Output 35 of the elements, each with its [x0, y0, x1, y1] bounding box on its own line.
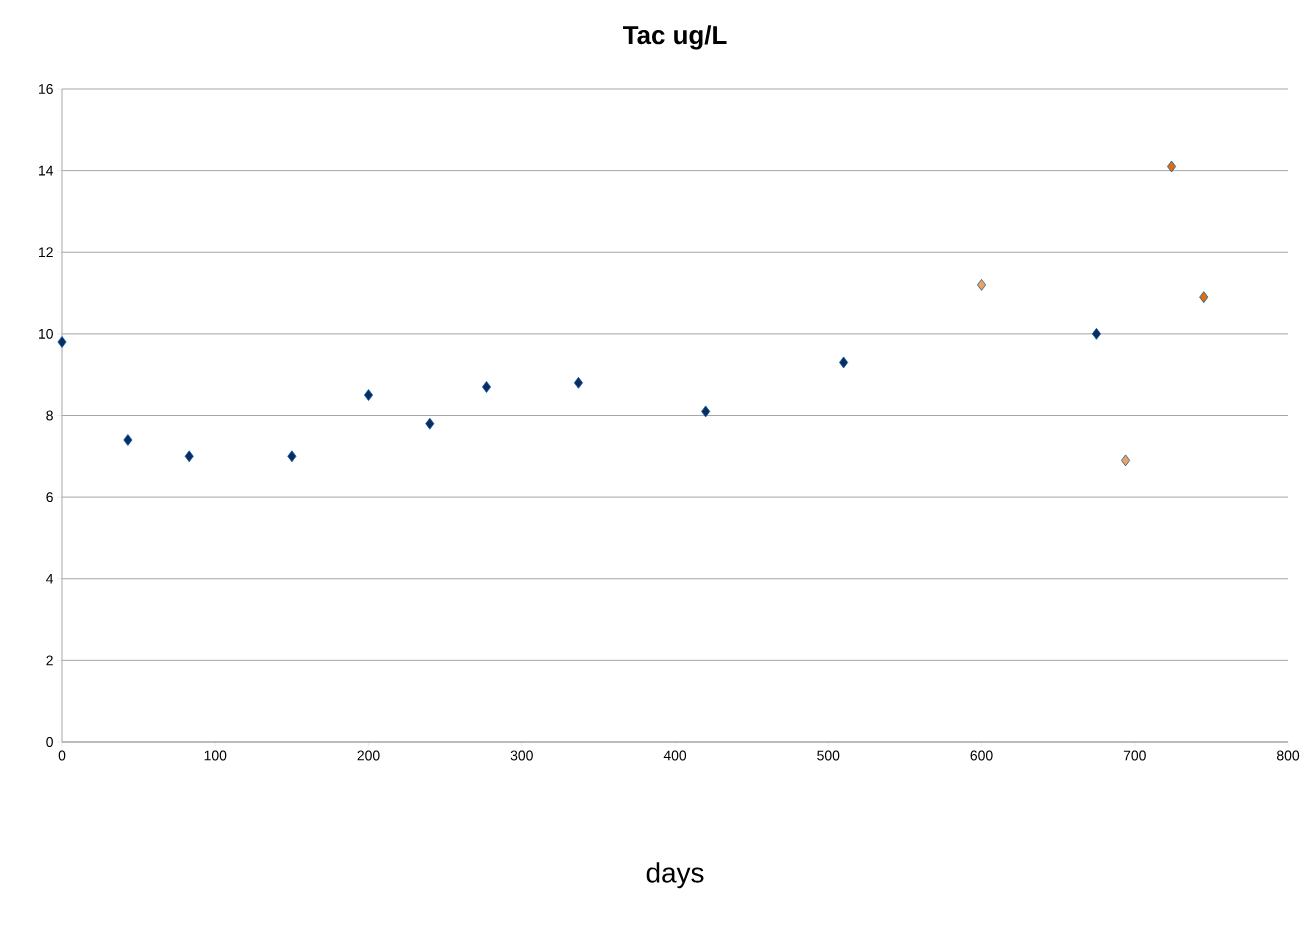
y-tick-label: 2 — [46, 655, 53, 666]
y-tick-label: 14 — [39, 165, 54, 176]
point — [123, 434, 133, 446]
y-tick-label: 10 — [39, 328, 53, 339]
point — [481, 381, 492, 393]
point — [425, 417, 435, 430]
y-tick-label: 16 — [39, 84, 53, 94]
point — [977, 278, 987, 291]
point — [1167, 160, 1177, 173]
point — [701, 405, 711, 418]
x-axis-title: days — [646, 862, 704, 889]
x-tick-label: 100 — [204, 750, 227, 761]
x-tick-label: 400 — [663, 750, 687, 761]
point — [1121, 454, 1131, 467]
x-tick-label: 300 — [510, 750, 533, 761]
x-tick-label: 0 — [58, 750, 66, 761]
point — [1091, 327, 1101, 340]
y-tick-label: 12 — [39, 247, 53, 258]
point — [839, 356, 849, 369]
point — [184, 450, 194, 463]
point — [573, 376, 583, 389]
y-tick-label: 8 — [46, 410, 53, 421]
x-tick-label: 700 — [1123, 750, 1146, 761]
x-tick-label: 600 — [970, 750, 993, 761]
point — [57, 336, 67, 348]
chart-title: Tac ug/L — [623, 25, 727, 50]
y-tick-label: 0 — [46, 737, 53, 747]
point — [1199, 291, 1209, 304]
x-tick-label: 800 — [1277, 750, 1300, 761]
y-tick-label: 4 — [46, 573, 54, 584]
y-tick-label: 6 — [46, 492, 53, 503]
point — [363, 389, 374, 401]
point — [287, 450, 297, 463]
x-tick-label: 200 — [357, 750, 380, 761]
x-tick-label: 500 — [817, 750, 840, 761]
